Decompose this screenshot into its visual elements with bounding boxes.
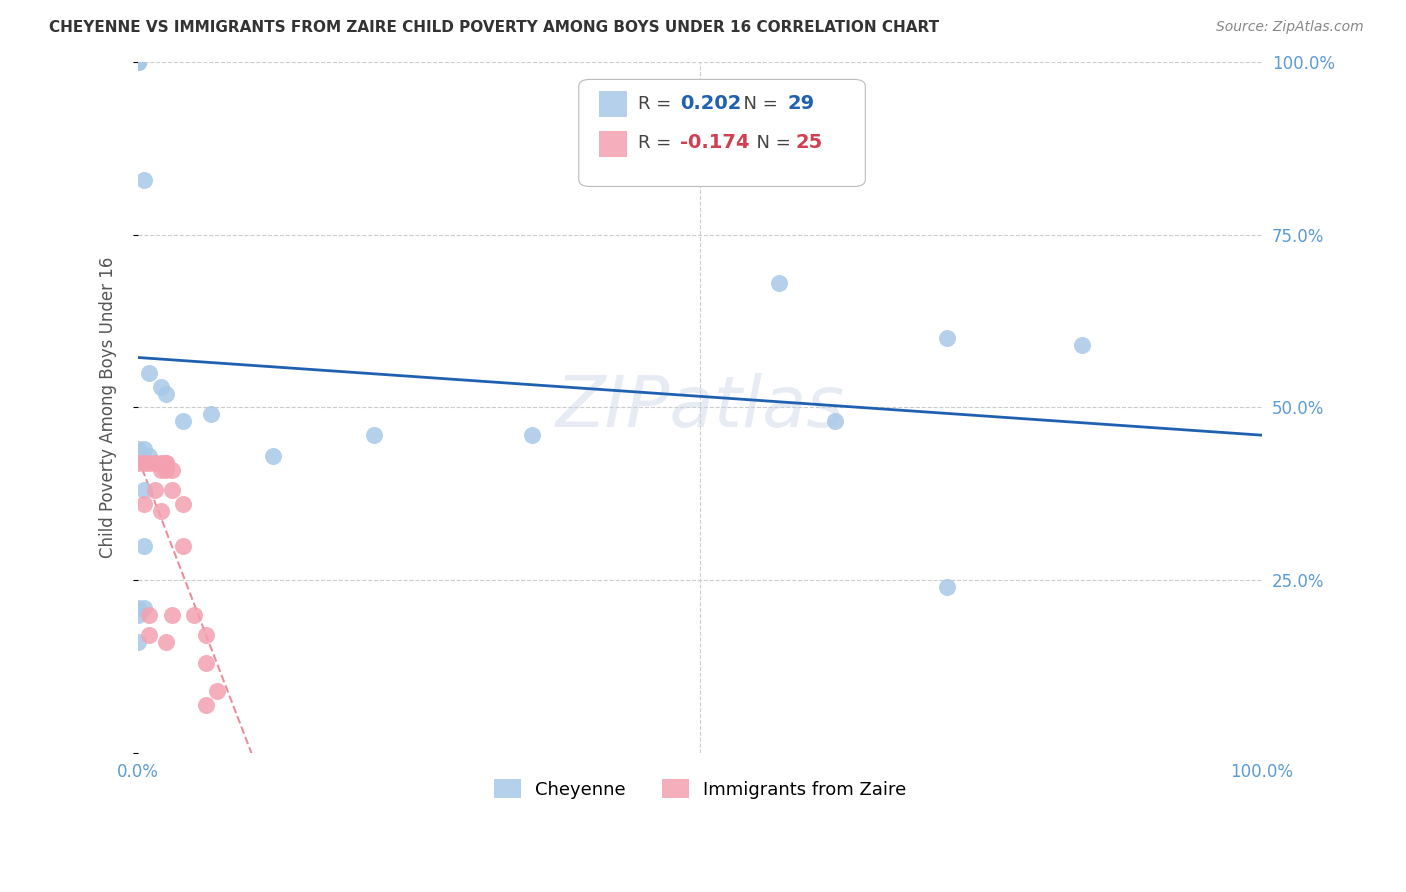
Text: R =: R =	[638, 95, 678, 112]
Point	[520, 428, 543, 442]
Point	[936, 331, 959, 345]
Point	[138, 456, 160, 470]
Text: N =: N =	[745, 134, 797, 152]
Y-axis label: Child Poverty Among Boys Under 16: Child Poverty Among Boys Under 16	[100, 257, 117, 558]
Point	[160, 483, 183, 498]
Point	[127, 442, 149, 456]
Text: R =: R =	[638, 134, 678, 152]
Bar	[599, 130, 627, 157]
Point	[936, 580, 959, 594]
Text: Source: ZipAtlas.com: Source: ZipAtlas.com	[1216, 20, 1364, 34]
Point	[172, 497, 194, 511]
Point	[149, 504, 172, 518]
Point	[149, 456, 172, 470]
Point	[205, 683, 228, 698]
Point	[127, 600, 149, 615]
Point	[160, 607, 183, 622]
Text: -0.174: -0.174	[681, 134, 749, 153]
Bar	[599, 91, 627, 118]
Point	[132, 456, 155, 470]
Point	[138, 449, 160, 463]
Point	[132, 172, 155, 186]
FancyBboxPatch shape	[579, 79, 865, 186]
Text: 29: 29	[787, 94, 815, 113]
Point	[155, 386, 177, 401]
Point	[127, 607, 149, 622]
Point	[127, 55, 149, 70]
Text: ZIPatlas: ZIPatlas	[555, 373, 845, 442]
Point	[768, 276, 790, 290]
Point	[194, 698, 217, 712]
Point	[127, 55, 149, 70]
Point	[1071, 338, 1094, 352]
Point	[155, 456, 177, 470]
Point	[138, 628, 160, 642]
Point	[127, 55, 149, 70]
Point	[132, 497, 155, 511]
Point	[132, 442, 155, 456]
Point	[127, 55, 149, 70]
Point	[127, 55, 149, 70]
Point	[155, 635, 177, 649]
Point	[143, 456, 166, 470]
Point	[149, 380, 172, 394]
Point	[138, 366, 160, 380]
Text: 0.202: 0.202	[681, 94, 741, 113]
Point	[143, 483, 166, 498]
Point	[194, 628, 217, 642]
Point	[155, 463, 177, 477]
Point	[194, 656, 217, 670]
Point	[132, 600, 155, 615]
Text: N =: N =	[731, 95, 783, 112]
Point	[155, 456, 177, 470]
Text: CHEYENNE VS IMMIGRANTS FROM ZAIRE CHILD POVERTY AMONG BOYS UNDER 16 CORRELATION : CHEYENNE VS IMMIGRANTS FROM ZAIRE CHILD …	[49, 20, 939, 35]
Point	[138, 607, 160, 622]
Point	[262, 449, 284, 463]
Point	[172, 414, 194, 428]
Point	[132, 539, 155, 553]
Point	[132, 483, 155, 498]
Point	[160, 463, 183, 477]
Point	[127, 635, 149, 649]
Legend: Cheyenne, Immigrants from Zaire: Cheyenne, Immigrants from Zaire	[486, 772, 914, 806]
Point	[127, 456, 149, 470]
Point	[200, 408, 222, 422]
Point	[127, 55, 149, 70]
Point	[172, 539, 194, 553]
Point	[824, 414, 846, 428]
Point	[183, 607, 205, 622]
Point	[363, 428, 385, 442]
Text: 25: 25	[796, 134, 823, 153]
Point	[149, 463, 172, 477]
